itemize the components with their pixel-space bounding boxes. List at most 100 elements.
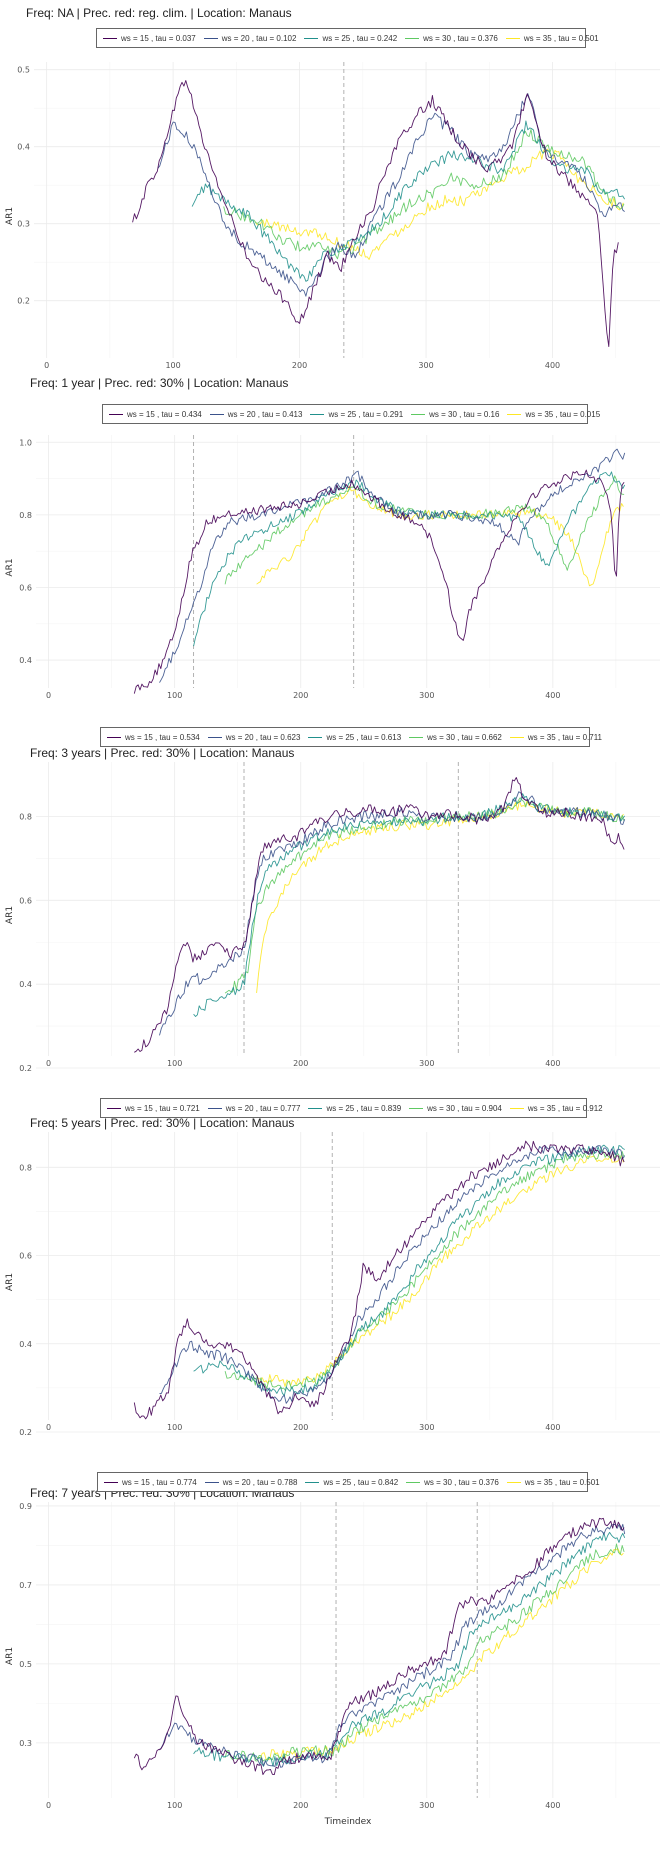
- x-axis-title: Timeindex: [324, 1817, 372, 1827]
- series-line: [191, 120, 625, 282]
- legend-item: ws = 30 , tau = 0.904: [409, 1104, 502, 1113]
- legend-swatch: [509, 736, 524, 738]
- series-line: [224, 797, 625, 994]
- chart-panel: 0 100 200 300 400 0.2 0.4 0.6 0.8 AR1: [5, 1132, 660, 1437]
- series-line: [134, 777, 625, 1053]
- legend-swatch: [505, 37, 520, 39]
- legend-label: ws = 20 , tau = 0.788: [222, 1477, 298, 1487]
- legend-item: ws = 25 , tau = 0.291: [310, 410, 403, 419]
- series-line: [224, 1543, 625, 1762]
- legend-label: ws = 30 , tau = 0.662: [427, 732, 502, 742]
- y-tick-label: 0.4: [19, 656, 32, 665]
- legend-swatch: [207, 1107, 222, 1109]
- x-tick-label: 100: [167, 1801, 182, 1810]
- legend-item: ws = 35 , tau = 0.711: [509, 733, 602, 742]
- legend-label: ws = 25 , tau = 0.842: [323, 1477, 399, 1487]
- legend-swatch: [209, 413, 224, 415]
- legend-item: ws = 25 , tau = 0.613: [308, 733, 401, 742]
- legend-item: ws = 35 , tau = 0.501: [505, 34, 599, 43]
- legend-item: ws = 35 , tau = 0.912: [509, 1104, 603, 1113]
- legend-swatch: [409, 1107, 424, 1109]
- y-tick-label: 0.2: [17, 297, 30, 306]
- series-line: [193, 793, 626, 1017]
- chart-panel: 0 100 200 300 400 0.2 0.4 0.6 0.8 AR1: [5, 762, 660, 1073]
- series-line: [224, 1148, 625, 1392]
- x-tick-label: 400: [545, 1801, 560, 1810]
- legend-item: ws = 30 , tau = 0.16: [411, 410, 499, 419]
- x-tick-label: 200: [293, 1423, 308, 1432]
- series-line: [256, 1154, 624, 1387]
- y-tick-label: 0.4: [19, 1340, 32, 1349]
- y-tick-label: 1.0: [19, 438, 32, 447]
- legend-swatch: [405, 37, 420, 39]
- series-line: [133, 469, 625, 694]
- legend-label: ws = 25 , tau = 0.242: [322, 33, 398, 43]
- y-tick-label: 0.4: [17, 143, 30, 152]
- legend-label: ws = 15 , tau = 0.434: [127, 409, 202, 419]
- series-line: [193, 1144, 625, 1397]
- x-tick-label: 300: [419, 1423, 434, 1432]
- legend-label: ws = 30 , tau = 0.376: [423, 33, 498, 43]
- y-axis-title: AR1: [5, 1647, 15, 1665]
- y-tick-label: 0.3: [17, 220, 30, 229]
- legend-swatch: [207, 736, 222, 738]
- series-line: [223, 129, 625, 260]
- y-tick-label: 0.3: [19, 1739, 32, 1748]
- series-line: [159, 1523, 626, 1768]
- chart-panel: 0 100 200 300 400 0.3 0.5 0.7 0.9 AR1 Timeindex: [5, 1502, 660, 1827]
- legend-swatch: [107, 1107, 121, 1109]
- legend-item: ws = 15 , tau = 0.534: [107, 733, 200, 742]
- x-tick-label: 0: [46, 1423, 51, 1432]
- legend-label: ws = 20 , tau = 0.623: [225, 732, 301, 742]
- y-tick-label: 0.8: [19, 1163, 32, 1172]
- y-tick-label: 0.6: [19, 896, 32, 905]
- series-line: [193, 471, 626, 647]
- legend-item: ws = 25 , tau = 0.839: [308, 1104, 401, 1113]
- x-tick-label: 300: [419, 1059, 434, 1068]
- chart-title: Freq: 1 year | Prec. red: 30% | Location…: [30, 376, 289, 390]
- legend-label: ws = 20 , tau = 0.777: [225, 1103, 301, 1113]
- legend-swatch: [109, 413, 123, 415]
- y-tick-label: 0.8: [19, 511, 32, 520]
- chart-legend: ws = 15 , tau = 0.721 ws = 20 , tau = 0.7…: [100, 1098, 603, 1118]
- x-tick-label: 100: [167, 1423, 182, 1432]
- legend-item: ws = 15 , tau = 0.774: [104, 1478, 197, 1487]
- legend-item: ws = 15 , tau = 0.721: [107, 1104, 200, 1113]
- legend-item: ws = 35 , tau = 0.015: [507, 410, 600, 419]
- x-tick-label: 100: [167, 691, 182, 700]
- legend-swatch: [304, 37, 319, 39]
- x-tick-label: 200: [292, 361, 307, 370]
- legend-label: ws = 35 , tau = 0.015: [525, 409, 601, 419]
- y-tick-label: 0.6: [19, 583, 32, 592]
- legend-swatch: [305, 1481, 320, 1483]
- legend-swatch: [103, 37, 117, 39]
- series-line: [133, 1517, 625, 1776]
- x-tick-label: 400: [545, 1423, 560, 1432]
- legend-item: ws = 20 , tau = 0.777: [207, 1103, 301, 1113]
- legend-item: ws = 30 , tau = 0.376: [406, 1478, 499, 1487]
- legend-swatch: [411, 413, 426, 415]
- y-tick-label: 0.7: [19, 1581, 32, 1590]
- legend-swatch: [507, 413, 522, 415]
- legend-label: ws = 30 , tau = 0.376: [424, 1477, 499, 1487]
- chart-title: Freq: 3 years | Prec. red: 30% | Locatio…: [30, 746, 295, 760]
- legend-item: ws = 20 , tau = 0.623: [207, 732, 301, 742]
- y-axis-title: AR1: [5, 906, 15, 924]
- series-line: [159, 791, 626, 1036]
- series-line: [159, 1145, 626, 1404]
- series-line: [159, 448, 626, 683]
- series-line: [256, 1548, 624, 1760]
- y-tick-label: 0.9: [19, 1502, 32, 1511]
- x-tick-label: 0: [46, 691, 51, 700]
- x-tick-label: 300: [418, 361, 433, 370]
- legend-item: ws = 20 , tau = 0.788: [204, 1477, 298, 1487]
- y-tick-label: 0.8: [19, 812, 32, 821]
- legend-swatch: [204, 1481, 219, 1483]
- legend-item: ws = 25 , tau = 0.242: [304, 34, 397, 43]
- y-axis-title: AR1: [5, 207, 15, 225]
- legend-swatch: [104, 1481, 118, 1483]
- chart-title: Freq: NA | Prec. red: reg. clim. | Locat…: [26, 6, 292, 20]
- chart-legend: ws = 15 , tau = 0.534 ws = 20 , tau = 0.6…: [100, 727, 602, 747]
- chart-legend: ws = 15 , tau = 0.774 ws = 20 , tau = 0.7…: [97, 1472, 600, 1492]
